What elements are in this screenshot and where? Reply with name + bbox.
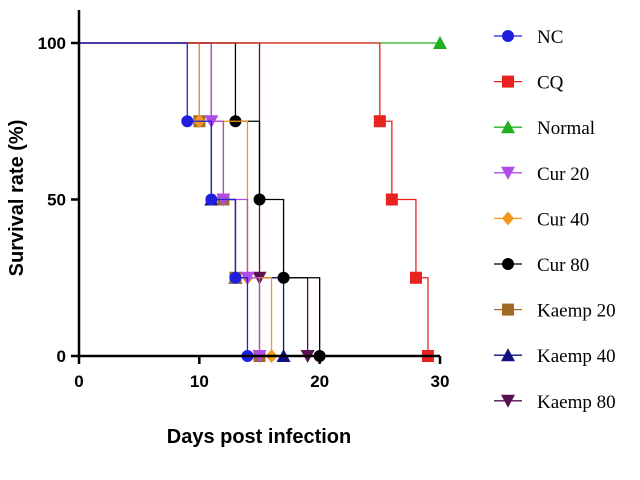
legend-label: Cur 20: [537, 164, 589, 185]
legend-label: Kaemp 40: [537, 346, 616, 367]
legend-item: NC: [494, 27, 563, 48]
y-tick-label: 0: [57, 347, 66, 366]
legend-label: Kaemp 80: [537, 392, 616, 413]
legend-marker: [502, 30, 514, 42]
legend-label: NC: [537, 27, 563, 48]
legend: NC CQ Normal Cur 20 Cur 40 Cur 80 Kaemp 20 Kaem…: [494, 27, 616, 413]
data-point: [385, 193, 398, 206]
y-tick-label: 100: [38, 34, 66, 53]
x-tick-label: 30: [431, 372, 450, 391]
legend-label: CQ: [537, 73, 564, 94]
legend-label: Cur 80: [537, 255, 589, 276]
series-cq: [79, 42, 434, 362]
legend-item: Cur 40: [494, 209, 589, 230]
legend-item: Cur 20: [494, 164, 589, 185]
legend-marker: [502, 75, 514, 88]
ticks: 0 10 20 30 0 50 100: [38, 34, 450, 391]
data-point: [409, 271, 422, 284]
legend-item: Kaemp 20: [494, 301, 616, 322]
series-kaemp-20: [79, 42, 266, 362]
data-point: [181, 115, 194, 128]
legend-marker: [501, 394, 515, 408]
x-tick-label: 10: [190, 372, 209, 391]
y-tick-label: 50: [47, 191, 66, 210]
axes: [77, 10, 440, 358]
legend-marker: [501, 166, 515, 180]
series-kaemp-80: [79, 42, 315, 363]
series-line: [79, 42, 285, 356]
legend-label: Cur 40: [537, 209, 589, 230]
y-axis-title: Survival rate (%): [6, 120, 28, 277]
legend-label: Normal: [537, 118, 595, 139]
legend-item: Kaemp 80: [494, 392, 616, 413]
legend-item: Cur 80: [494, 255, 589, 276]
data-point: [253, 193, 266, 206]
legend-marker: [501, 120, 515, 134]
data-point: [373, 115, 386, 128]
series-line: [79, 42, 429, 356]
x-tick-label: 0: [74, 372, 83, 391]
legend-item: Normal: [494, 118, 595, 139]
data-point: [277, 271, 290, 284]
series-cur-80: [79, 42, 326, 362]
series-line: [79, 42, 249, 356]
x-axis-title: Days post infection: [167, 426, 351, 448]
legend-item: Kaemp 40: [494, 346, 616, 367]
legend-marker: [502, 211, 514, 226]
legend-marker: [502, 258, 514, 270]
x-tick-label: 20: [310, 372, 329, 391]
data-point: [205, 193, 218, 206]
legend-label: Kaemp 20: [537, 301, 616, 322]
plot-area: [79, 36, 447, 363]
series-cur-20: [79, 42, 267, 363]
data-point: [433, 36, 447, 49]
data-point: [229, 271, 242, 284]
legend-marker: [502, 303, 514, 316]
legend-marker: [501, 348, 515, 362]
legend-item: CQ: [494, 73, 564, 94]
